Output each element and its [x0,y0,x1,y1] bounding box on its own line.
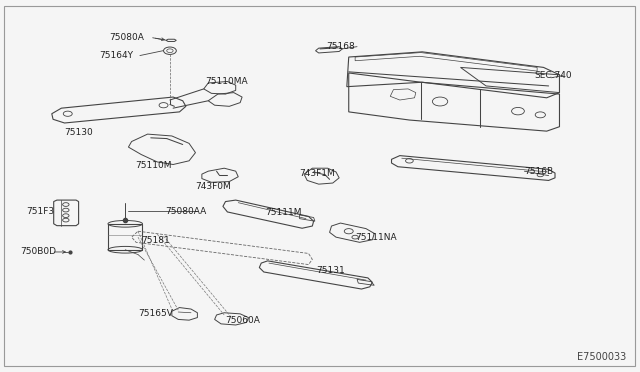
Text: 743F0M: 743F0M [195,182,231,191]
Text: 7516B: 7516B [524,167,554,176]
Text: 75181: 75181 [141,236,170,246]
Text: 75080A: 75080A [109,33,144,42]
Text: 75165V: 75165V [138,310,173,318]
Text: 75111M: 75111M [266,208,302,217]
Text: 75131: 75131 [316,266,345,275]
Text: 743F1M: 743F1M [300,169,335,177]
Text: 75164Y: 75164Y [100,51,134,60]
Text: 75111NA: 75111NA [355,233,397,243]
Text: 75060A: 75060A [225,316,260,325]
Text: 75130: 75130 [65,128,93,137]
Text: E7500033: E7500033 [577,352,627,362]
Text: 750B0D: 750B0D [20,247,56,256]
Text: 751F3: 751F3 [26,208,54,217]
Text: 75110MA: 75110MA [205,77,248,86]
Text: 75080AA: 75080AA [166,207,207,216]
Text: SEC.740: SEC.740 [534,71,572,80]
Text: 75168: 75168 [326,42,355,51]
Text: 75110M: 75110M [135,161,172,170]
